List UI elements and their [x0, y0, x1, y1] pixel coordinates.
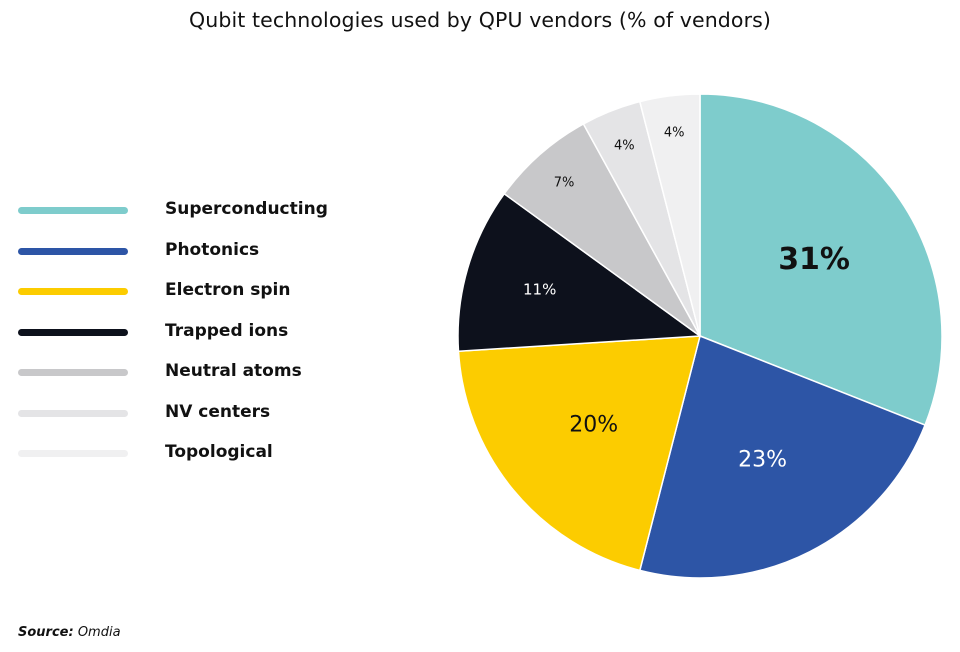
chart-title: Qubit technologies used by QPU vendors (… — [189, 8, 771, 32]
legend-swatch — [18, 369, 128, 376]
legend-swatch — [18, 328, 128, 336]
pie-slice — [638, 334, 926, 579]
slice-label: 20% — [569, 413, 618, 438]
slice-label: 31% — [778, 242, 850, 277]
slice-label: 4% — [664, 126, 685, 141]
legend-label: Photonics — [165, 239, 260, 260]
legend-label: Superconducting — [165, 199, 328, 219]
pie-slice — [699, 93, 943, 427]
legend-swatch — [18, 207, 128, 214]
legend-label: Trapped ions — [165, 320, 289, 341]
pie-slice — [457, 335, 701, 572]
source-note: Source: Omdia — [18, 625, 121, 640]
slice-label: 7% — [554, 175, 575, 190]
pie-slice — [457, 192, 703, 352]
legend-label: Electron spin — [165, 280, 291, 300]
legend-swatch — [18, 409, 128, 417]
slice-label: 4% — [614, 138, 635, 153]
legend-swatch — [18, 247, 128, 255]
legend-label: Neutral atoms — [165, 361, 302, 381]
legend-label: Topological — [165, 442, 273, 462]
legend-swatch — [18, 450, 128, 457]
source-value: Omdia — [77, 625, 121, 640]
pie-slice — [638, 93, 701, 337]
source-key: Source: — [18, 625, 74, 640]
pie-slice — [503, 122, 701, 337]
slice-label: 23% — [738, 448, 787, 473]
legend-swatch — [18, 288, 128, 295]
legend-label: NV centers — [165, 401, 271, 422]
slice-label: 11% — [523, 281, 556, 299]
